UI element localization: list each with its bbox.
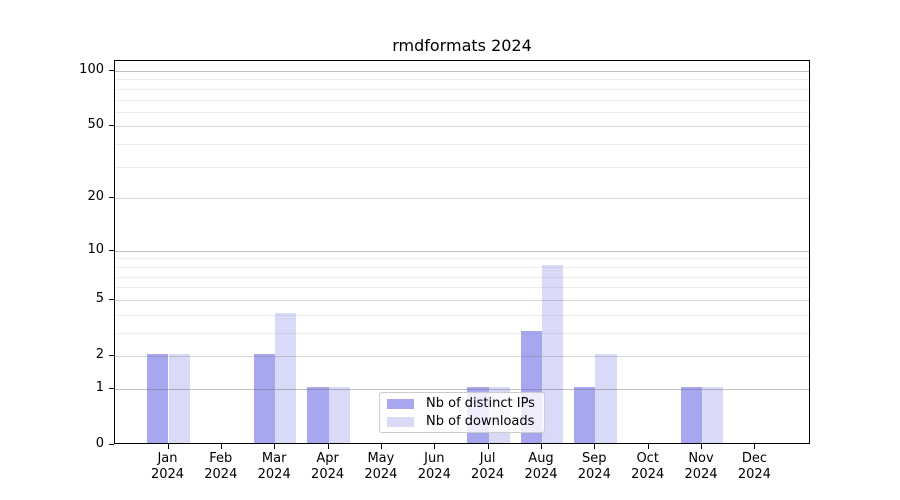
y-tick-mark-100 xyxy=(109,70,114,71)
y-tick-label-5: 5 xyxy=(95,290,104,306)
x-tick-label-apr: Apr 2024 xyxy=(311,451,345,482)
gridline-y-9 xyxy=(115,258,809,260)
legend-item-distinct-ips: Nb of distinct IPs xyxy=(387,396,544,411)
bar-downloads-apr xyxy=(328,386,350,443)
bar-distinct-ips-sep xyxy=(574,386,596,443)
y-tick-label-10: 10 xyxy=(87,241,104,257)
legend-swatch-downloads xyxy=(387,416,414,427)
y-tick-label-1: 1 xyxy=(95,379,104,395)
y-tick-label-50: 50 xyxy=(87,117,104,133)
x-tick-label-dec: Dec 2024 xyxy=(737,451,771,482)
bar-downloads-sep xyxy=(595,354,617,443)
y-tick-label-100: 100 xyxy=(79,62,104,77)
x-tick-label-oct: Oct 2024 xyxy=(631,451,665,482)
x-tick-mark-apr xyxy=(327,444,329,449)
bar-downloads-jan xyxy=(168,354,190,443)
x-tick-label-jun: Jun 2024 xyxy=(417,451,451,482)
gridline-y-80 xyxy=(115,88,809,90)
legend-swatch-distinct-ips xyxy=(387,398,414,409)
x-tick-mark-feb xyxy=(220,444,222,449)
bar-distinct-ips-nov xyxy=(680,386,702,443)
x-tick-label-mar: Mar 2024 xyxy=(257,451,291,482)
x-tick-mark-may xyxy=(380,444,382,449)
x-tick-mark-jul xyxy=(487,444,489,449)
x-tick-mark-jan xyxy=(167,444,169,449)
gridline-y-4 xyxy=(115,314,809,316)
gridline-y-60 xyxy=(115,111,809,113)
legend-label-downloads: Nb of downloads xyxy=(426,414,535,429)
x-tick-mark-aug xyxy=(541,444,542,449)
gridline-y-5 xyxy=(115,299,809,301)
y-tick-mark-2 xyxy=(109,355,114,356)
gridline-y-40 xyxy=(115,144,809,146)
gridlines-layer xyxy=(115,61,809,443)
x-tick-label-feb: Feb 2024 xyxy=(204,451,238,482)
legend-item-downloads: Nb of downloads xyxy=(387,414,544,429)
gridline-y-90 xyxy=(115,79,809,81)
y-tick-mark-20 xyxy=(109,197,114,199)
gridline-y-2 xyxy=(115,356,809,357)
x-tick-label-jul: Jul 2024 xyxy=(471,451,505,482)
bar-distinct-ips-apr xyxy=(307,386,329,443)
x-tick-label-may: May 2024 xyxy=(364,451,398,482)
y-tick-mark-5 xyxy=(109,298,114,300)
y-tick-label-2: 2 xyxy=(95,347,104,362)
y-tick-label-20: 20 xyxy=(87,189,104,205)
x-tick-label-sep: Sep 2024 xyxy=(577,451,611,482)
gridline-y-8 xyxy=(115,266,809,268)
y-tick-mark-1 xyxy=(109,387,114,389)
gridline-y-30 xyxy=(115,166,809,168)
y-tick-mark-50 xyxy=(109,125,114,127)
bar-distinct-ips-mar xyxy=(253,354,276,443)
y-tick-mark-10 xyxy=(109,249,114,251)
bar-downloads-aug xyxy=(542,264,564,443)
x-tick-mark-sep xyxy=(594,444,596,449)
chart-title: rmdformats 2024 xyxy=(392,36,532,55)
x-tick-label-nov: Nov 2024 xyxy=(684,451,718,482)
gridline-y-3 xyxy=(115,332,809,334)
x-tick-mark-nov xyxy=(701,444,702,449)
gridline-y-70 xyxy=(115,99,809,101)
gridline-y-1 xyxy=(115,388,809,390)
x-tick-mark-dec xyxy=(754,444,756,449)
y-tick-label-0: 0 xyxy=(95,436,104,451)
x-tick-label-aug: Aug 2024 xyxy=(524,451,558,482)
legend-label-distinct-ips: Nb of distinct IPs xyxy=(426,396,535,411)
gridline-y-6 xyxy=(115,287,809,289)
gridline-y-7 xyxy=(115,276,809,278)
y-tick-mark-0 xyxy=(109,444,114,445)
x-tick-label-jan: Jan 2024 xyxy=(150,451,185,482)
legend: Nb of distinct IPs Nb of downloads xyxy=(379,392,545,433)
x-tick-mark-mar xyxy=(274,444,276,449)
x-tick-mark-oct xyxy=(647,444,649,449)
gridline-y-10 xyxy=(115,250,809,252)
gridline-y-50 xyxy=(115,126,809,128)
plot-area xyxy=(114,60,810,444)
bar-downloads-nov xyxy=(702,386,724,443)
x-tick-mark-jun xyxy=(434,444,436,449)
bar-distinct-ips-jan xyxy=(147,354,169,443)
gridline-y-100 xyxy=(115,71,809,72)
gridline-y-20 xyxy=(115,198,809,200)
bar-downloads-mar xyxy=(275,312,297,443)
